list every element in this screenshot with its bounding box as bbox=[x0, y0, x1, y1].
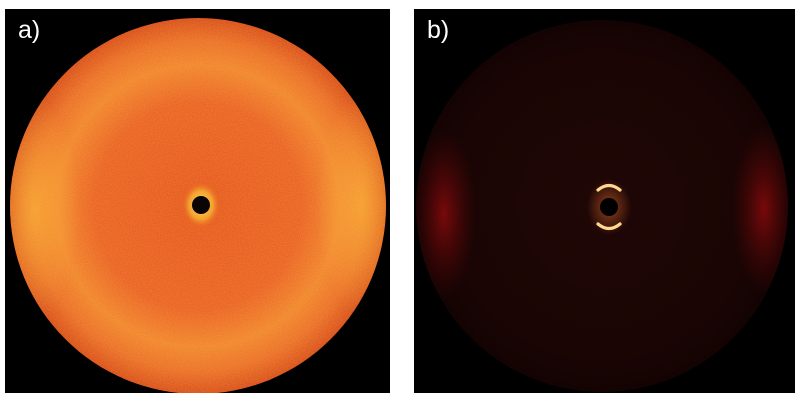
side-lobe-left-b bbox=[416, 129, 476, 299]
beamstop-a bbox=[192, 196, 210, 214]
panel-label-a: a) bbox=[18, 16, 41, 44]
diffraction-pattern-b bbox=[416, 20, 788, 392]
arc-bottom-b bbox=[596, 222, 622, 231]
diffraction-pattern-a bbox=[10, 18, 386, 393]
side-lobe-right-b bbox=[732, 124, 788, 294]
panel-label-b: b) bbox=[427, 16, 450, 44]
panel-b: b) bbox=[414, 9, 795, 393]
beamstop-b bbox=[600, 198, 618, 216]
arc-top-b bbox=[596, 183, 622, 192]
panel-a: a) bbox=[5, 9, 390, 393]
